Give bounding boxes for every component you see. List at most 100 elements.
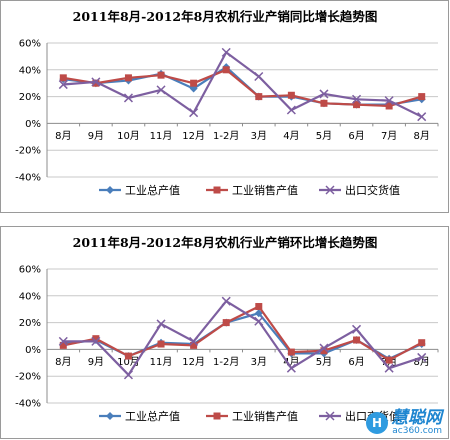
data-point [286, 105, 296, 115]
legend-marker [325, 411, 335, 421]
data-point [286, 363, 296, 373]
data-point [255, 93, 263, 101]
series-2 [58, 47, 427, 122]
data-point [319, 343, 329, 353]
data-point [384, 96, 394, 106]
x-tick-label: 8月 [414, 130, 430, 142]
data-point [58, 80, 68, 90]
data-point [92, 335, 100, 343]
data-point [287, 348, 295, 356]
data-point [418, 339, 426, 347]
legend-entry: 工业总产值 [99, 409, 180, 423]
mom-growth-chart: 2011年8月-2012年8月农机行业产销环比增长趋势图 60% 40% 20% 0% -… [0, 226, 449, 439]
chart-title: 2011年8月-2012年8月农机行业产销环比增长趋势图 [73, 235, 378, 250]
data-point [385, 102, 393, 110]
mom-chart-svg: 2011年8月-2012年8月农机行业产销环比增长趋势图 60% 40% 20% 0% -… [15, 235, 439, 423]
data-point [91, 336, 101, 346]
y-tick-label: -40% [15, 399, 41, 410]
x-tick-label: 10月 [117, 130, 140, 142]
x-tick-label: 11月 [150, 356, 173, 368]
y-tick-label: 40% [19, 291, 41, 302]
series-line [63, 68, 423, 108]
x-tick-label: 3月 [251, 356, 267, 368]
chart-title: 2011年8月-2012年8月农机行业产销同比增长趋势图 [73, 9, 378, 24]
legend-entry: 工业总产值 [99, 183, 180, 197]
legend-label: 工业销售产值 [232, 409, 298, 423]
data-point [353, 101, 361, 109]
data-point [190, 79, 198, 87]
legend-entry: 工业销售产值 [206, 183, 298, 197]
data-point [156, 319, 166, 329]
data-point [320, 99, 328, 107]
yoy-growth-chart: 2011年8月-2012年8月农机行业产销同比增长趋势图 60% 40% 20% 0% -… [0, 0, 449, 213]
watermark-logo: H 慧聪网 ac360.com [366, 410, 442, 436]
data-point [418, 93, 426, 101]
data-point [157, 340, 165, 348]
data-point [189, 336, 199, 346]
y-tick-label: 20% [19, 318, 41, 329]
y-tick-label: -20% [15, 372, 41, 383]
x-tick-label: 8月 [55, 130, 71, 142]
data-point [123, 93, 133, 103]
x-tick-label: 12月 [182, 130, 205, 142]
series-line [63, 299, 423, 377]
data-point [124, 352, 132, 360]
x-tick-label: 11月 [150, 130, 173, 142]
data-point [221, 47, 231, 57]
data-point [254, 316, 264, 326]
x-tick-label: 4月 [283, 130, 299, 142]
legend-marker [106, 412, 114, 420]
series-1 [59, 66, 426, 110]
series-2 [58, 296, 427, 380]
data-point [58, 336, 68, 346]
y-tick-label: 60% [19, 39, 41, 50]
data-point [353, 336, 361, 344]
x-tick-label: 7月 [381, 130, 397, 142]
data-point [287, 91, 295, 99]
series-1 [59, 303, 426, 364]
y-tick-label: 40% [19, 65, 41, 76]
x-tick-label: 12月 [182, 356, 205, 368]
data-point [59, 74, 67, 82]
watermark-url: ac360.com [392, 426, 442, 436]
legend-marker [213, 186, 221, 194]
x-tick-label: 5月 [316, 356, 332, 368]
data-point [92, 79, 100, 87]
data-point [59, 341, 67, 349]
y-tick-label: -20% [15, 146, 41, 157]
data-point [352, 94, 362, 104]
data-point [222, 66, 230, 74]
data-point [156, 85, 166, 95]
data-point [384, 363, 394, 373]
data-point [91, 77, 101, 87]
y-tick-label: 60% [19, 265, 41, 276]
yoy-chart-svg: 2011年8月-2012年8月农机行业产销同比增长趋势图 60% 40% 20% 0% -… [15, 9, 439, 197]
data-point [123, 370, 133, 380]
series-line [63, 305, 423, 362]
x-tick-label: 9月 [88, 130, 104, 142]
data-point [254, 71, 264, 82]
watermark-name: 慧聪网 [391, 408, 442, 428]
data-point [320, 347, 328, 355]
data-point [190, 341, 198, 349]
y-tick-label: 0% [25, 119, 41, 130]
x-tick-label: 9月 [88, 356, 104, 368]
legend-marker [325, 185, 335, 195]
legend-label: 工业总产值 [125, 409, 180, 423]
x-tick-label: 3月 [251, 130, 267, 142]
x-tick-label: 5月 [316, 130, 332, 142]
legend-entry: 工业销售产值 [206, 409, 298, 423]
data-point [124, 74, 132, 82]
data-point [157, 71, 165, 79]
legend-entry: 出口交货值 [319, 183, 400, 197]
data-point [255, 303, 263, 311]
x-tick-label: 6月 [348, 356, 364, 368]
data-point [189, 108, 199, 118]
y-tick-label: -40% [15, 173, 41, 184]
y-tick-label: 0% [25, 345, 41, 356]
legend-label: 工业销售产值 [232, 183, 298, 197]
x-tick-label: 6月 [348, 130, 364, 142]
x-tick-label: 4月 [283, 356, 299, 368]
x-tick-label: 1-2月 [213, 130, 239, 142]
data-point [417, 352, 427, 362]
